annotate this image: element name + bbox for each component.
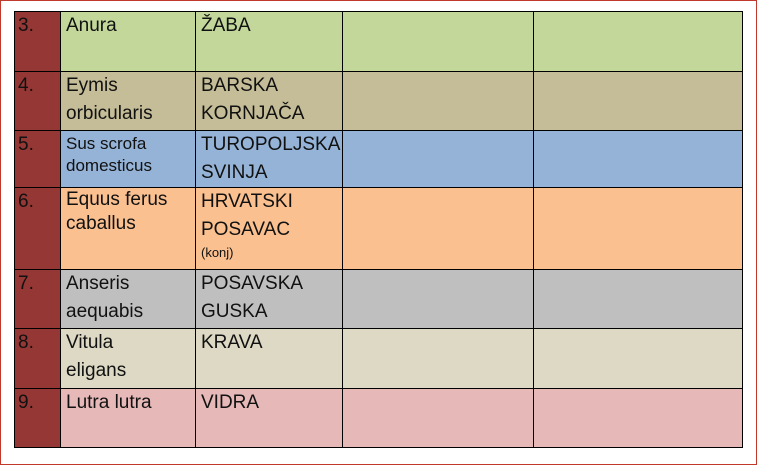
common-name-note: (konj) [201, 245, 234, 260]
empty-cell [342, 130, 534, 188]
empty-cell [342, 269, 534, 329]
common-name-cell: VIDRA [195, 388, 343, 448]
table-row: 7. Anseris aequabis POSAVSKA GUSKA [14, 269, 743, 329]
row-number-cell: 4. [14, 71, 61, 131]
row-number: 8. [18, 332, 34, 353]
common-name-line: BARSKA [201, 75, 279, 96]
latin-name-cell: Eymis orbicularis [60, 71, 196, 131]
table-row: 9. Lutra lutra VIDRA [14, 388, 743, 448]
common-name-cell: POSAVSKA GUSKA [195, 269, 343, 329]
common-name-cell: TUROPOLJSKA SVINJA [195, 130, 343, 188]
empty-cell [342, 328, 534, 389]
common-name-cell: ŽABA [195, 11, 343, 72]
empty-cell [342, 11, 534, 72]
row-number: 6. [18, 191, 34, 212]
common-name-line: POSAVSKA [201, 273, 304, 294]
row-number-cell: 6. [14, 187, 61, 270]
common-name-line: HRVATSKI [201, 191, 293, 212]
common-name-line: SVINJA [201, 162, 268, 183]
row-number-cell: 5. [14, 130, 61, 188]
common-name-line: VIDRA [201, 392, 260, 413]
empty-cell [533, 328, 743, 389]
table-row: 3. Anura ŽABA [14, 11, 743, 72]
common-name-line: POSAVAC [201, 219, 291, 240]
empty-cell [342, 388, 534, 448]
latin-name-line: eligans [66, 360, 127, 381]
row-number: 7. [18, 273, 34, 294]
latin-name-line: aequabis [66, 301, 144, 322]
empty-cell [533, 71, 743, 131]
common-name-cell: BARSKA KORNJAČA [195, 71, 343, 131]
common-name-line: KORNJAČA [201, 103, 305, 124]
row-number: 5. [18, 134, 34, 155]
empty-cell [533, 11, 743, 72]
row-number-cell: 3. [14, 11, 61, 72]
table-row: 4. Eymis orbicularis BARSKA KORNJAČA [14, 71, 743, 131]
row-number: 4. [18, 75, 34, 96]
common-name-line: TUROPOLJSKA [201, 134, 341, 155]
table-row: 8. Vitula eligans KRAVA [14, 328, 743, 389]
empty-cell [533, 130, 743, 188]
latin-name-cell: Equus ferus caballus [60, 187, 196, 270]
latin-name-cell: Sus scrofa domesticus [60, 130, 196, 188]
row-number-cell: 9. [14, 388, 61, 448]
empty-cell [342, 71, 534, 131]
latin-name-line: domesticus [66, 156, 152, 175]
latin-name-cell: Anseris aequabis [60, 269, 196, 329]
latin-name-line: Anseris [66, 273, 130, 294]
common-name-cell: HRVATSKI POSAVAC (konj) [195, 187, 343, 270]
latin-name-line: Lutra lutra [66, 392, 152, 413]
latin-name-line: Anura [66, 15, 117, 36]
row-number: 3. [18, 15, 34, 36]
row-number: 9. [18, 392, 34, 413]
empty-cell [533, 187, 743, 270]
latin-name-cell: Anura [60, 11, 196, 72]
latin-name-line: Equus ferus [66, 189, 168, 210]
table-row: 5. Sus scrofa domesticus TUROPOLJSKA SVI… [14, 130, 743, 188]
empty-cell [533, 269, 743, 329]
empty-cell [342, 187, 534, 270]
empty-cell [533, 388, 743, 448]
common-name-line: GUSKA [201, 301, 268, 322]
latin-name-line: Vitula [66, 332, 114, 353]
table-row: 6. Equus ferus caballus HRVATSKI POSAVAC… [14, 187, 743, 270]
latin-name-line: orbicularis [66, 103, 153, 124]
latin-name-cell: Lutra lutra [60, 388, 196, 448]
latin-name-cell: Vitula eligans [60, 328, 196, 389]
common-name-cell: KRAVA [195, 328, 343, 389]
common-name-line: KRAVA [201, 332, 263, 353]
row-number-cell: 7. [14, 269, 61, 329]
animal-table: 3. Anura ŽABA 4. Eymis orbicularis BARSK… [14, 11, 743, 448]
row-number-cell: 8. [14, 328, 61, 389]
latin-name-line: Sus scrofa [66, 134, 147, 153]
common-name-line: ŽABA [201, 15, 251, 36]
latin-name-line: caballus [66, 213, 136, 234]
latin-name-line: Eymis [66, 75, 118, 96]
